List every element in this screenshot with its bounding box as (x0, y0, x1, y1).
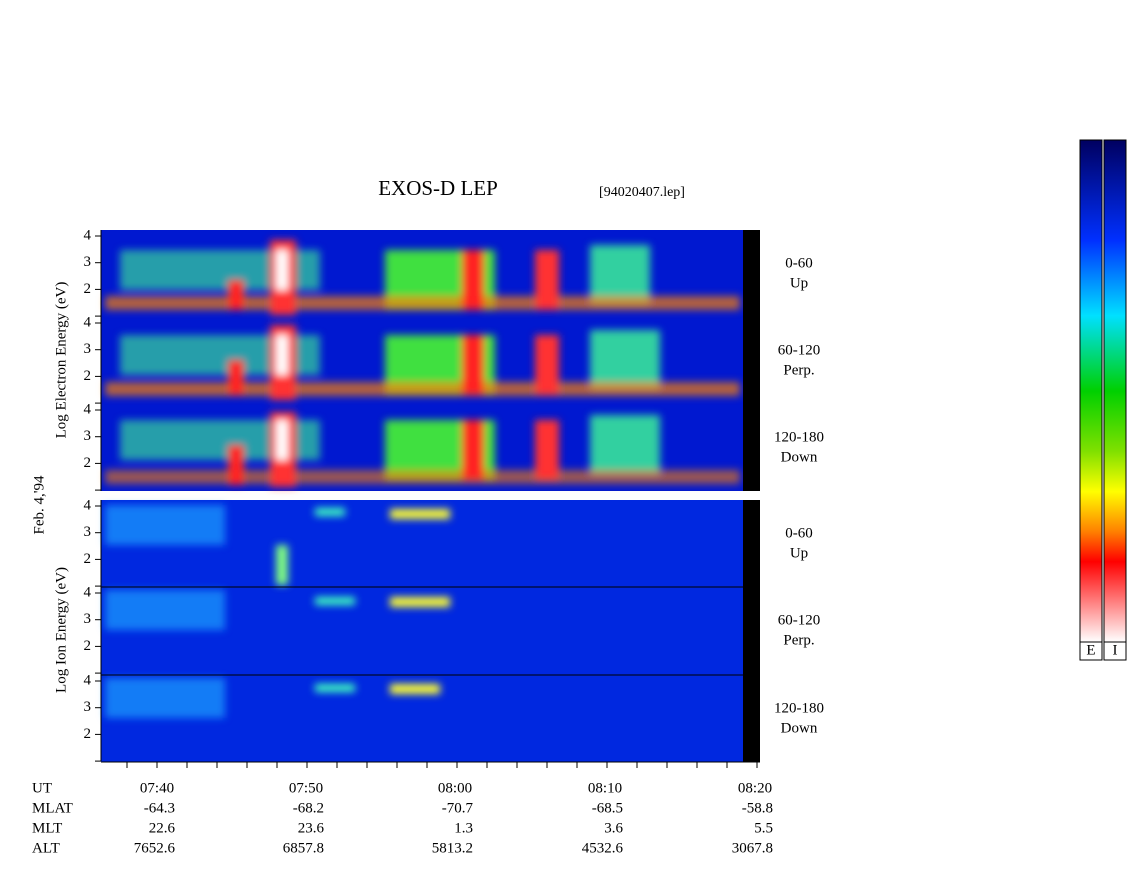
panel-direction: Perp. (783, 632, 814, 648)
colorbar-label: I (1113, 642, 1118, 658)
row-value: 5.5 (754, 820, 773, 836)
row-value: 07:50 (289, 780, 323, 796)
row-value: 1.3 (454, 820, 473, 836)
panel-direction: Up (790, 275, 808, 291)
row-value: 08:00 (438, 780, 472, 796)
colorbar (1079, 139, 1103, 643)
panel-angle: 60-120 (778, 612, 821, 628)
panel-angle: 0-60 (785, 525, 813, 541)
row-value: 23.6 (298, 820, 325, 836)
y-tick-label: 4 (84, 401, 92, 417)
panel-direction: Down (781, 720, 818, 736)
y-tick-label: 3 (84, 341, 92, 357)
y-tick-label: 4 (84, 227, 92, 243)
y-tick-label: 4 (84, 672, 92, 688)
y-tick-label: 4 (84, 497, 92, 513)
row-name: ALT (32, 840, 60, 856)
row-value: 5813.2 (432, 840, 473, 856)
spectrogram (101, 230, 760, 763)
row-value: 08:20 (738, 780, 772, 796)
panel-direction: Perp. (783, 362, 814, 378)
row-value: -68.5 (592, 800, 623, 816)
panel-angle: 0-60 (785, 255, 813, 271)
colorbar-box (1079, 641, 1103, 661)
colorbar-label: E (1086, 642, 1095, 658)
row-value: 3067.8 (732, 840, 773, 856)
row-value: -64.3 (144, 800, 175, 816)
row-value: 08:10 (588, 780, 622, 796)
row-value: 22.6 (149, 820, 176, 836)
row-value: -70.7 (442, 800, 474, 816)
row-name: MLAT (32, 800, 73, 816)
panel-angle: 120-180 (774, 700, 824, 716)
colorbar (1103, 139, 1127, 643)
y-tick-label: 4 (84, 314, 92, 330)
y-tick-label: 2 (84, 281, 92, 297)
row-name: MLT (32, 820, 62, 836)
y-tick-label: 2 (84, 726, 92, 742)
y-tick-label: 2 (84, 368, 92, 384)
y-tick-label: 2 (84, 551, 92, 567)
y-tick-label: 2 (84, 638, 92, 654)
y-tick-label: 2 (84, 455, 92, 471)
panel-direction: Down (781, 449, 818, 465)
y-tick-label: 3 (84, 254, 92, 270)
y-tick-label: 3 (84, 611, 92, 627)
y-tick-label: 4 (84, 584, 92, 600)
row-value: 3.6 (604, 820, 623, 836)
title: EXOS-D LEP (378, 176, 498, 200)
panel-angle: 60-120 (778, 342, 821, 358)
panel-direction: Up (790, 545, 808, 561)
row-value: 4532.6 (582, 840, 624, 856)
row-value: 07:40 (140, 780, 174, 796)
y-axis-label: Log Electron Energy (eV) (53, 282, 69, 439)
date-label: Feb. 4,'94 (31, 475, 47, 534)
y-tick-label: 3 (84, 699, 92, 715)
panel-angle: 120-180 (774, 429, 824, 445)
row-value: 7652.6 (134, 840, 176, 856)
row-name: UT (32, 780, 52, 796)
y-tick-label: 3 (84, 524, 92, 540)
y-tick-label: 3 (84, 428, 92, 444)
row-value: -68.2 (293, 800, 324, 816)
row-value: 6857.8 (283, 840, 324, 856)
y-axis-label: Log Ion Energy (eV) (53, 567, 69, 693)
colorbar-box (1103, 641, 1127, 661)
row-value: -58.8 (742, 800, 773, 816)
file-name: [94020407.lep] (599, 185, 685, 200)
